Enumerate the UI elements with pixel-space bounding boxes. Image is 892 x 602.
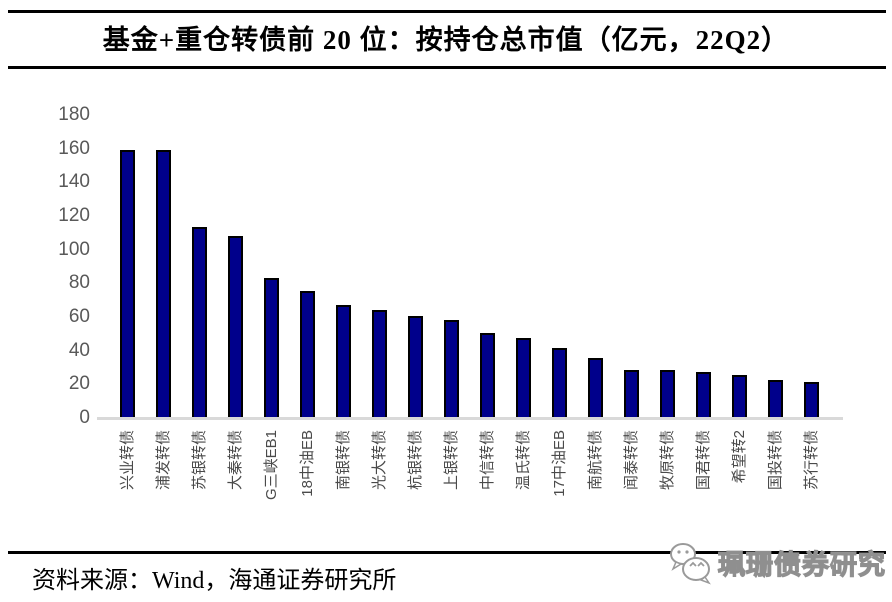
x-axis-label: 苏银转债 — [190, 430, 208, 491]
y-axis-tick-label: 80 — [68, 272, 90, 294]
chart-bar — [408, 316, 423, 419]
chart-bar — [588, 358, 603, 419]
chart-bar — [264, 278, 279, 419]
footer-rule — [8, 551, 886, 554]
x-axis-label: 杭银转债 — [406, 430, 424, 491]
x-axis-label: 希望转2 — [730, 430, 748, 484]
x-axis-label: 国投转债 — [766, 430, 784, 491]
chart-bar — [372, 310, 387, 419]
chart-bar — [696, 372, 711, 419]
x-axis-label: 上银转债 — [442, 430, 460, 491]
chart-bar — [444, 320, 459, 419]
chart-bar — [516, 338, 531, 419]
chart-bar — [480, 333, 495, 419]
source-note: 资料来源：Wind，海通证券研究所 — [32, 568, 397, 594]
chart-bar — [300, 291, 315, 419]
watermark: 珮珊债券研究 — [668, 533, 886, 591]
chart-bar — [192, 227, 207, 419]
x-axis-label: 17中油EB — [550, 430, 568, 497]
x-axis-label: 闻泰转债 — [622, 430, 640, 491]
chart-bar — [768, 380, 783, 419]
x-axis-label: 大秦转债 — [226, 430, 244, 491]
title-bottom-rule — [8, 66, 886, 69]
x-axis-label: 南银转债 — [334, 430, 352, 491]
y-axis-tick-label: 40 — [68, 339, 90, 361]
chart-bar — [120, 150, 135, 419]
chart-bar — [660, 370, 675, 419]
chart-bar — [804, 382, 819, 419]
x-axis-label: 兴业转债 — [118, 430, 136, 491]
x-axis-label: 中信转债 — [478, 430, 496, 491]
y-axis-tick-label: 0 — [79, 407, 90, 428]
y-axis-tick-label: 100 — [58, 238, 90, 260]
x-axis-label: 国君转债 — [694, 430, 712, 491]
y-axis-tick-label: 120 — [58, 205, 90, 226]
chart-bar — [552, 348, 567, 419]
chart-bar — [624, 370, 639, 419]
x-axis-label: G三峡EB1 — [262, 430, 280, 501]
x-axis-line — [97, 417, 843, 420]
x-axis-label: 18中油EB — [298, 430, 316, 497]
y-axis-tick-label: 180 — [58, 104, 90, 125]
chart-title: 基金+重仓转债前 20 位：按持仓总市值（亿元，22Q2） — [102, 25, 790, 55]
chart-bar — [156, 150, 171, 419]
y-axis-tick-label: 160 — [58, 137, 90, 159]
x-axis-label: 牧原转债 — [658, 430, 676, 491]
chart-bar — [228, 236, 243, 419]
title-top-rule — [8, 10, 886, 13]
y-axis-tick-label: 60 — [68, 306, 90, 327]
y-axis-tick-label: 20 — [68, 373, 90, 395]
x-axis-label: 苏行转债 — [802, 430, 820, 491]
chart-bar — [732, 375, 747, 419]
chart-bar — [336, 305, 351, 419]
y-axis-tick-label: 140 — [58, 171, 90, 193]
x-axis-label: 南航转债 — [586, 430, 604, 491]
x-axis-label: 温氏转债 — [514, 430, 532, 491]
x-axis-label: 光大转债 — [370, 430, 388, 491]
watermark-text: 珮珊债券研究 — [717, 549, 886, 580]
wechat-chat-bubbles-icon — [670, 543, 711, 585]
x-axis-label: 浦发转债 — [154, 430, 172, 491]
